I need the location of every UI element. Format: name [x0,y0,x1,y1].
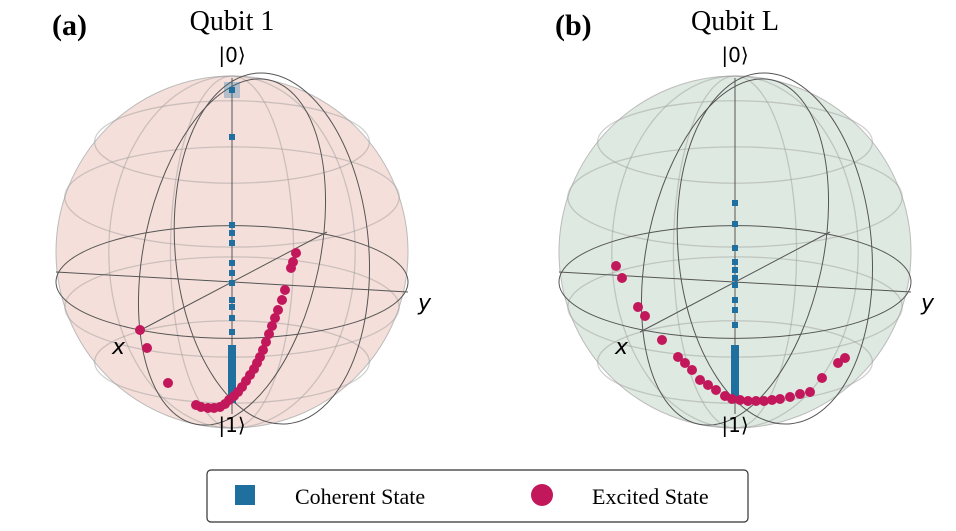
coherent-point [732,322,738,328]
excited-point [767,395,777,405]
x-label: x [614,335,629,360]
excited-point [833,358,843,368]
coherent-point [229,260,235,266]
coherent-point [732,297,738,303]
coherent-point [229,240,235,246]
ket-1: |1⟩ [721,413,748,437]
excited-point [817,373,827,383]
excited-point [751,396,761,406]
ket-0: |0⟩ [721,43,748,67]
coherent-point [732,221,738,227]
coherent-point [229,230,235,236]
longitude [611,75,859,429]
excited-point [291,248,301,258]
coherent-point [229,87,235,93]
coherent-point [732,259,738,265]
coherent-point [229,315,235,321]
coherent-point [732,267,738,273]
excited-point [759,396,769,406]
legend-label: Excited State [592,484,709,509]
ket-0: |0⟩ [218,43,245,67]
excited-point [191,400,201,410]
excited-point [270,313,280,323]
coherent-cluster [731,345,739,403]
coherent-cluster [228,345,236,403]
excited-point [727,394,737,404]
excited-point [711,385,721,395]
legend-marker-coherent [235,485,255,505]
excited-point [280,285,290,295]
excited-point [680,358,690,368]
excited-point [611,261,621,271]
meridian [137,78,327,426]
longitude [672,75,798,429]
bloch-sphere: (a) Qubit 1 |0⟩ |1⟩ x y [52,6,432,437]
excited-point [640,311,650,321]
excited-point [687,365,697,375]
excited-point [695,375,705,385]
x-label: x [111,335,126,360]
legend-label: Coherent State [295,484,425,509]
coherent-point [229,134,235,140]
excited-point [633,302,643,312]
coherent-point [732,307,738,313]
excited-point [775,394,785,404]
meridian [173,72,370,425]
coherent-point [732,245,738,251]
excited-point [743,396,753,406]
excited-point [657,335,667,345]
coherent-point [732,282,738,288]
excited-point [795,389,805,399]
coherent-point [229,280,235,286]
excited-point [785,392,795,402]
longitude [108,75,356,429]
panel-tag: (b) [555,9,592,42]
legend-box [206,469,749,523]
coherent-point [229,297,235,303]
y-label: y [417,291,432,316]
y-label: y [920,291,935,316]
excited-point [261,337,271,347]
legend-marker-excited [531,484,553,506]
panel-title: Qubit L [691,6,779,37]
coherent-point [229,329,235,335]
excited-point [163,378,173,388]
meridian [640,78,830,426]
excited-point [273,305,283,315]
coherent-point [229,222,235,228]
coherent-point [732,275,738,281]
panel-tag: (a) [52,9,87,42]
excited-point [673,352,683,362]
panels: (a) Qubit 1 |0⟩ |1⟩ x y (b) Qubit L |0⟩ |1⟩ x y [52,6,935,437]
excited-point [840,353,850,363]
coherent-point [229,270,235,276]
panel-title: Qubit 1 [190,6,275,37]
excited-point [264,329,274,339]
excited-point [135,325,145,335]
coherent-point [732,200,738,206]
ket-1: |1⟩ [218,413,245,437]
coherent-point [229,304,235,310]
excited-point [805,387,815,397]
excited-point [617,273,627,283]
excited-point [267,321,277,331]
excited-point [735,395,745,405]
excited-point [277,295,287,305]
bloch-sphere: (b) Qubit L |0⟩ |1⟩ x y [555,6,935,437]
excited-point [286,263,296,273]
meridian [676,72,873,425]
excited-point [142,343,152,353]
excited-point [703,380,713,390]
